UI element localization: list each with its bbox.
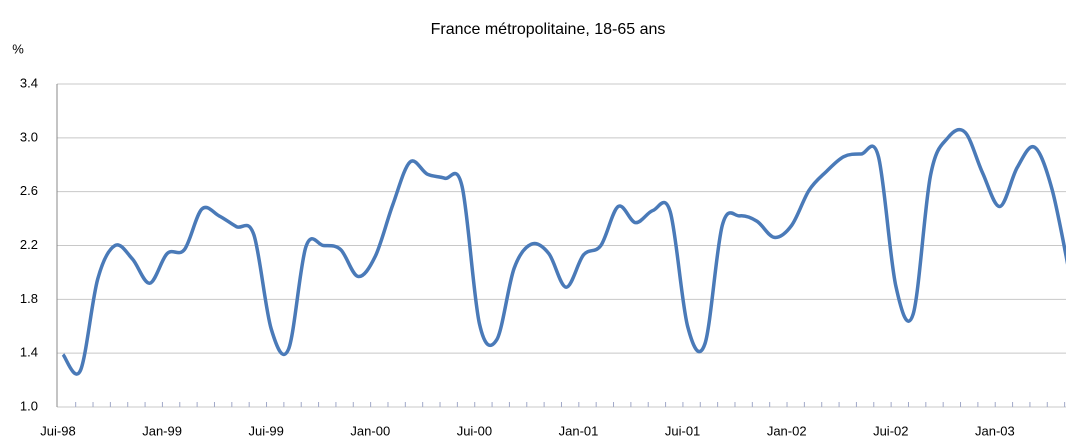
x-tick-label: Jui-02 bbox=[873, 423, 908, 438]
x-tick-label: Jui-01 bbox=[665, 423, 700, 438]
x-tick-label: Jan-01 bbox=[559, 423, 599, 438]
y-tick-label: 2.2 bbox=[20, 237, 38, 252]
x-tick-label: Jan-03 bbox=[975, 423, 1015, 438]
x-tick-label: Jui-99 bbox=[248, 423, 283, 438]
y-tick-label: 1.0 bbox=[20, 398, 38, 413]
y-tick-label: 1.4 bbox=[20, 345, 38, 360]
y-tick-label: 3.0 bbox=[20, 129, 38, 144]
y-axis-label: % bbox=[12, 41, 24, 56]
data-line bbox=[61, 127, 1066, 376]
chart-title: France métropolitaine, 18-65 ans bbox=[431, 21, 666, 38]
y-tick-label: 3.4 bbox=[20, 75, 38, 90]
x-tick-label: Jui-00 bbox=[457, 423, 492, 438]
x-tick-label: Jui-98 bbox=[40, 423, 75, 438]
x-tick-label: Jan-02 bbox=[767, 423, 807, 438]
y-tick-label: 1.8 bbox=[20, 291, 38, 306]
x-tick-label: Jan-00 bbox=[350, 423, 390, 438]
y-tick-label: 2.6 bbox=[20, 183, 38, 198]
x-tick-label: Jan-99 bbox=[142, 423, 182, 438]
